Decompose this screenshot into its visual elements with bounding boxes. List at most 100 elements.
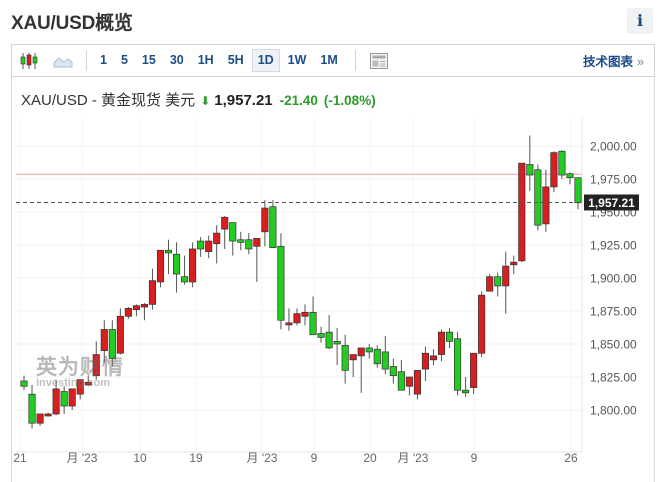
- candle: [197, 237, 205, 257]
- candle: [558, 149, 566, 179]
- candle: [261, 200, 269, 247]
- chart-panel: [11, 44, 655, 482]
- candle: [148, 268, 157, 310]
- candle: [478, 291, 486, 358]
- candle: [429, 349, 438, 366]
- candle: [181, 255, 189, 285]
- candle: [245, 233, 253, 255]
- candle: [574, 177, 582, 210]
- candle: [349, 354, 357, 377]
- chart-toolbar: 1 5 15 30 1H 5H 1D 1W 1M 技术图表»: [11, 44, 655, 77]
- x-axis-label: 9: [471, 451, 478, 465]
- timeframe-group: 1 5 15 30 1H 5H 1D 1W 1M: [93, 49, 345, 72]
- technical-chart-link[interactable]: 技术图表»: [583, 51, 644, 70]
- candle: [445, 328, 454, 348]
- candlestick-icon[interactable]: [12, 45, 46, 76]
- candle: [413, 370, 421, 400]
- candle: [421, 346, 429, 381]
- candle: [333, 328, 341, 366]
- candle: [52, 379, 60, 416]
- candle: [550, 151, 558, 193]
- timeframe-1d[interactable]: 1D: [251, 49, 280, 72]
- candle: [253, 238, 261, 282]
- candle: [534, 164, 542, 231]
- candle: [397, 359, 405, 391]
- instrument-name: XAU/USD - 黄金现货 美元: [21, 92, 196, 109]
- candle: [526, 135, 534, 191]
- candle: [156, 249, 165, 288]
- candle: [510, 255, 518, 275]
- candle: [173, 242, 181, 293]
- candle: [317, 326, 325, 343]
- timeframe-1w[interactable]: 1W: [287, 53, 307, 67]
- candle: [36, 413, 44, 426]
- timeframe-5h[interactable]: 5H: [227, 53, 244, 67]
- candle: [494, 272, 502, 297]
- y-axis-label: 1,925.00: [590, 239, 637, 253]
- candle: [124, 307, 132, 319]
- y-axis-label: 1,975.00: [590, 173, 637, 187]
- candle: [381, 336, 389, 375]
- toolbar-divider: [86, 50, 87, 71]
- candle: [92, 341, 100, 380]
- price-change-percent: (-1.08%): [323, 93, 376, 108]
- timeframe-15[interactable]: 15: [141, 53, 156, 67]
- candle: [357, 347, 365, 393]
- candle: [341, 334, 349, 384]
- candle: [365, 344, 373, 359]
- last-price-marker: [584, 194, 639, 211]
- candle: [470, 352, 478, 395]
- candle: [213, 225, 221, 264]
- timeframe-1m[interactable]: 1M: [320, 53, 338, 67]
- candle: [140, 303, 148, 321]
- candle: [301, 304, 309, 326]
- technical-chart-label: 技术图表: [583, 55, 634, 69]
- candle: [68, 388, 76, 410]
- candle: [221, 215, 229, 249]
- candle: [405, 376, 413, 396]
- candle: [84, 375, 92, 387]
- timeframe-1[interactable]: 1: [100, 53, 107, 67]
- candle: [389, 358, 397, 384]
- x-axis-label: 月 '23: [398, 451, 429, 465]
- candle: [132, 304, 140, 317]
- area-chart-icon[interactable]: [46, 45, 80, 76]
- candle: [229, 222, 237, 256]
- y-axis-label: 1,875.00: [590, 305, 637, 319]
- timeframe-5[interactable]: 5: [120, 53, 128, 67]
- x-axis-label: 10: [133, 451, 147, 465]
- candle: [566, 172, 574, 185]
- candle: [269, 200, 277, 248]
- candle: [60, 386, 68, 414]
- x-axis-label: 20: [363, 451, 377, 465]
- timeframe-30[interactable]: 30: [169, 53, 184, 67]
- candle: [116, 308, 124, 355]
- candle: [189, 242, 197, 288]
- candle: [44, 412, 52, 417]
- candle: [373, 345, 381, 368]
- candle: [164, 239, 173, 275]
- layout-icon[interactable]: [362, 45, 396, 76]
- x-axis-label: 9: [311, 451, 318, 465]
- candle: [293, 308, 301, 326]
- candle: [76, 379, 84, 400]
- candle: [437, 329, 446, 362]
- x-axis-label: 21: [13, 451, 27, 465]
- page-title: XAU/USD概览: [11, 13, 133, 34]
- x-axis-label: 月 '23: [67, 451, 98, 465]
- double-chevron-right-icon: »: [637, 55, 644, 69]
- last-price-marker-label: 1,957.21: [588, 196, 635, 210]
- candle: [20, 375, 28, 391]
- price-change: -21.40: [279, 93, 318, 108]
- candle: [108, 320, 116, 367]
- toolbar-divider: [354, 50, 356, 71]
- y-axis-label: 1,900.00: [590, 272, 637, 286]
- candle: [28, 384, 36, 429]
- x-axis-label: 26: [564, 451, 578, 465]
- info-button[interactable]: i: [627, 8, 653, 34]
- candle: [325, 314, 333, 350]
- timeframe-1h[interactable]: 1H: [197, 53, 214, 67]
- candle: [100, 320, 108, 363]
- candle: [454, 332, 462, 396]
